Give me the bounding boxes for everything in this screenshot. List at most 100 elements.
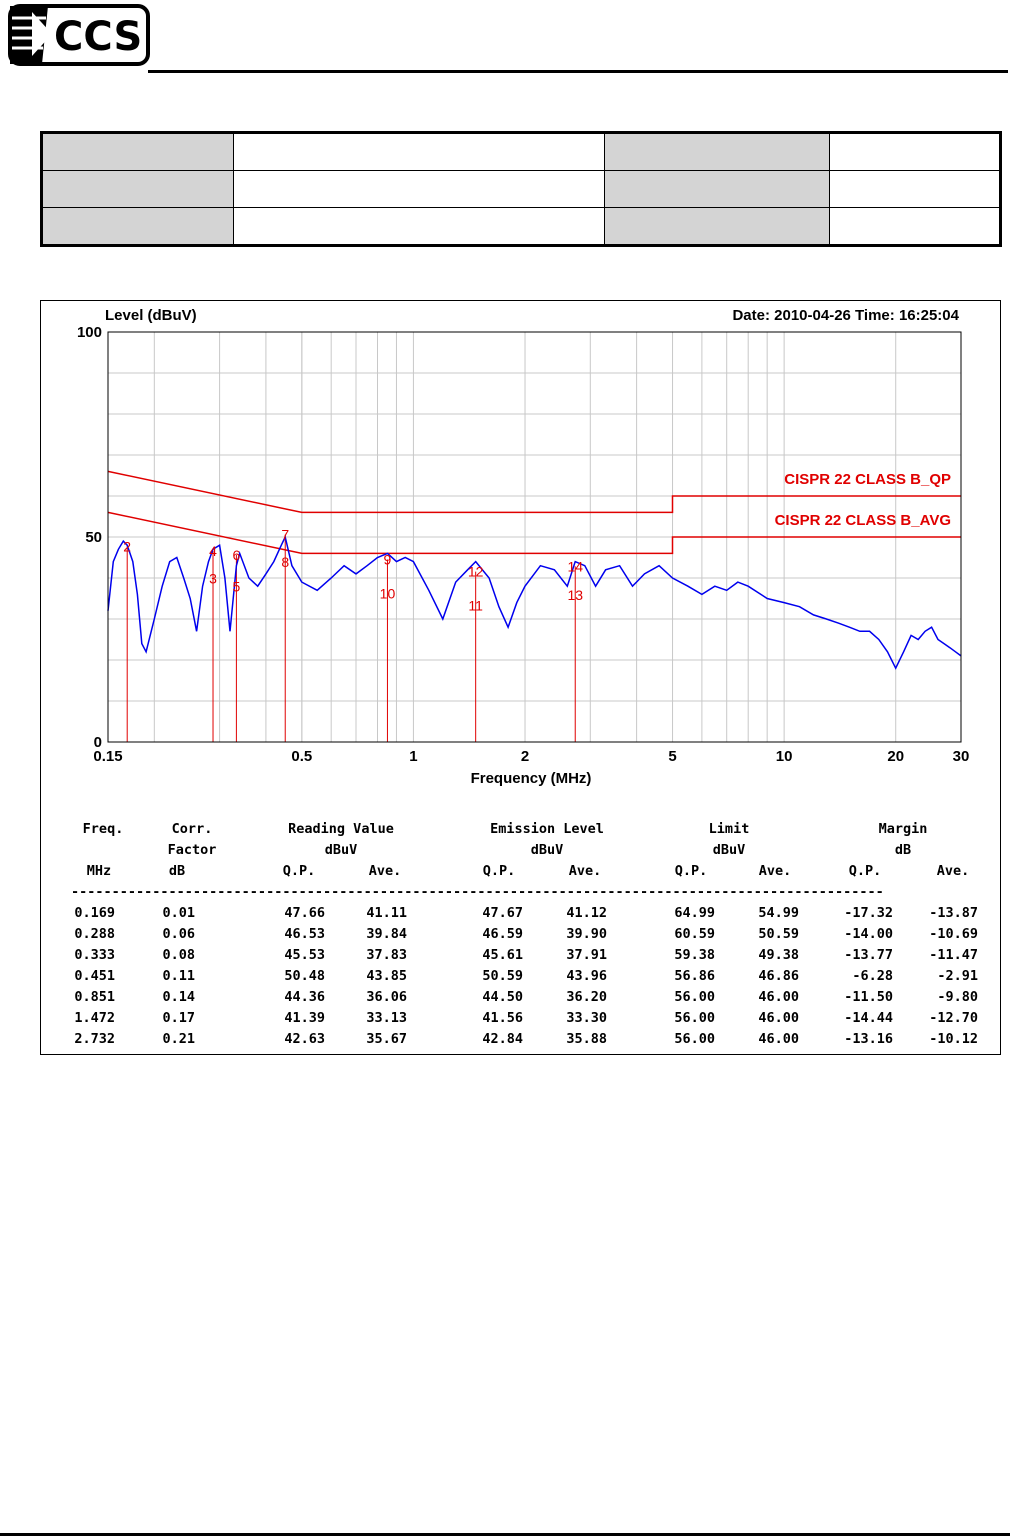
table-cell: 56.00 [674,1010,715,1026]
table-row: Factor dBuV dBuV dBuV dB [41,842,1001,863]
table-cell: 56.00 [674,989,715,1005]
table-cell: dB [168,863,186,879]
table-cell: 39.84 [366,926,407,942]
table-cell: Freq. [82,821,124,837]
marker-label: 6 [232,547,240,563]
table-cell: Ave. [758,863,792,879]
info-value-cell [829,170,1001,208]
limit-label: CISPR 22 CLASS B_AVG [775,512,951,529]
info-value-cell [829,132,1001,171]
table-cell: Ave. [368,863,402,879]
info-label-cell [41,207,234,246]
table-cell: 42.84 [482,1031,523,1047]
info-value-cell [233,170,605,208]
limit-lines: CISPR 22 CLASS B_QP CISPR 22 CLASS B_AVG [107,470,961,555]
table-cell: 41.39 [284,1010,325,1026]
table-cell: Q.P. [674,863,708,879]
table-cell: 44.50 [482,989,523,1005]
table-cell: 46.86 [758,968,799,984]
table-row: 2.732 0.21 42.63 35.67 42.84 35.88 56.00 46.00 -… [41,1031,1001,1052]
table-cell: -6.28 [852,968,893,984]
table-cell: 50.59 [482,968,523,984]
table-cell: 56.86 [674,968,715,984]
marker-label: 10 [380,586,396,602]
chart-panel: Level (dBuV) Date: 2010-04-26 Time: 16:2… [40,300,1001,1055]
table-cell: Factor [167,842,217,858]
table-cell: Q.P. [848,863,882,879]
table-cell: 43.96 [566,968,607,984]
info-row [41,132,1001,171]
table-row: Freq. Corr. Reading Value Emission Level Lim… [41,821,1001,842]
table-cell: 0.851 [74,989,115,1005]
info-label-cell [41,132,234,171]
table-cell: 36.20 [566,989,607,1005]
info-value-cell [233,207,605,246]
marker-label: 13 [567,587,583,603]
table-cell: 64.99 [674,905,715,921]
table-rule-row: ----------------------------------------… [41,884,1001,905]
info-label-cell [604,207,830,246]
table-cell: 54.99 [758,905,799,921]
table-cell: -11.50 [844,989,893,1005]
table-cell: 47.66 [284,905,325,921]
marker-label: 14 [567,558,583,574]
table-cell: 33.30 [566,1010,607,1026]
table-cell: 39.90 [566,926,607,942]
table-cell: 0.06 [162,926,195,942]
table-cell: 0.451 [74,968,115,984]
table-cell: 0.333 [74,947,115,963]
table-cell: 44.36 [284,989,325,1005]
limit-label: CISPR 22 CLASS B_QP [784,471,951,488]
info-label-cell [604,132,830,171]
table-cell: 46.59 [482,926,523,942]
info-label-cell [41,170,234,208]
table-cell: 37.91 [566,947,607,963]
table-rule: ----------------------------------------… [71,884,884,900]
table-cell: 56.00 [674,1031,715,1047]
x-tick-label: 0.15 [93,748,122,765]
table-cell: 0.11 [162,968,195,984]
logo-text: CCS [54,14,142,60]
marker-labels: 2 3 4 5 6 7 8 9 10 11 12 13 14 [123,527,583,614]
table-cell: 0.01 [162,905,195,921]
table-cell: Reading Value [288,821,394,837]
x-tick-label: 1 [409,748,417,765]
table-cell: -10.12 [929,1031,978,1047]
table-cell: 2.732 [74,1031,115,1047]
x-tick-label: 20 [887,748,904,765]
table-cell: -13.87 [929,905,978,921]
table-cell: dBuV [530,842,564,858]
table-cell: Limit [708,821,750,837]
table-cell: dBuV [712,842,746,858]
table-cell: dB [894,842,912,858]
table-cell: 0.14 [162,989,195,1005]
info-value-cell [829,207,1001,246]
table-cell: -9.80 [937,989,978,1005]
table-cell: 42.63 [284,1031,325,1047]
marker-label: 4 [209,543,217,559]
table-cell: dBuV [324,842,358,858]
marker-lines [126,534,576,742]
table-cell: -13.16 [844,1031,893,1047]
info-row [41,170,1001,208]
table-cell: 46.00 [758,1010,799,1026]
results-table: Freq. Corr. Reading Value Emission Level Lim… [41,821,1001,1052]
table-cell: Margin [878,821,928,837]
y-tick-label: 100 [77,324,102,341]
table-cell: 46.00 [758,989,799,1005]
table-cell: Ave. [568,863,602,879]
table-row: MHz dB Q.P. Ave. Q.P. Ave. Q.P. Ave. Q.P. Ave. [41,863,1001,884]
y-tick-label: 50 [85,529,102,546]
x-tick-label: 5 [668,748,676,765]
table-row: 0.451 0.11 50.48 43.85 50.59 43.96 56.86 46.86 -… [41,968,1001,989]
date-time: Date: 2010-04-26 Time: 16:25:04 [732,307,959,324]
marker-label: 2 [123,539,131,555]
table-cell: 0.17 [162,1010,195,1026]
table-cell: -17.32 [844,905,893,921]
info-row [41,207,1001,246]
table-cell: -14.00 [844,926,893,942]
table-cell: 36.06 [366,989,407,1005]
table-cell: 50.48 [284,968,325,984]
ccs-logo: CCS [8,4,150,66]
plot-frame [107,331,962,743]
